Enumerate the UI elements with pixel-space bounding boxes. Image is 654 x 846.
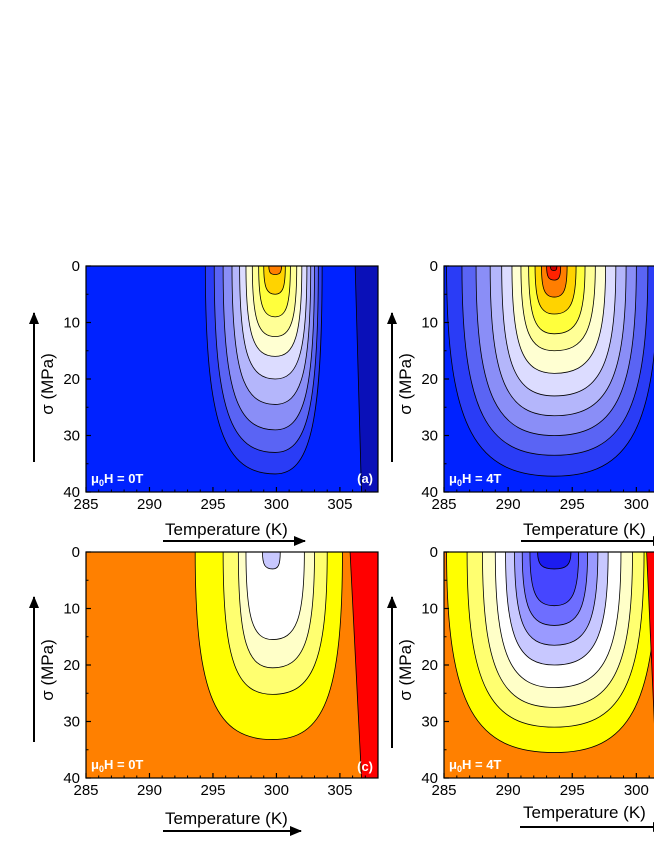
contour-region-10 xyxy=(546,266,562,281)
contour-region-3 xyxy=(245,552,305,640)
x-axis: 285 290 295 300 305 xyxy=(73,773,366,799)
field-label: μ0H = 0T xyxy=(91,757,143,774)
panel-a: 285 290 295 300 305 0 10 20 30 40 Temperature (K… xyxy=(29,258,379,546)
y-tick-label: 10 xyxy=(63,315,80,332)
y-tick-label: 40 xyxy=(421,484,438,501)
y-axis: 0 10 20 30 40 xyxy=(421,544,449,787)
contour-region-11 xyxy=(550,266,558,271)
side-band-0 xyxy=(349,552,378,778)
x-tick-label: 295 xyxy=(200,496,225,513)
x-tick-label: 290 xyxy=(137,782,162,799)
x-axis-label: Temperature (K) xyxy=(165,809,288,828)
panel-c: 285 290 295 300 305 0 10 20 30 40 Temperature (K… xyxy=(29,544,379,836)
y-tick-label: 10 xyxy=(63,601,80,618)
x-axis: 285 290 295 300 xyxy=(431,487,650,513)
x-tick-label: 305 xyxy=(327,496,352,513)
y-tick-label: 0 xyxy=(72,544,80,561)
y-tick-label: 10 xyxy=(421,315,438,332)
x-tick-label: 285 xyxy=(431,496,456,513)
y-tick-label: 20 xyxy=(421,657,438,674)
x-tick-label: 295 xyxy=(560,496,585,513)
y-tick-label: 0 xyxy=(72,258,80,275)
field-label: μ0H = 0T xyxy=(91,471,143,488)
x-tick-label: 295 xyxy=(200,782,225,799)
y-tick-label: 40 xyxy=(63,484,80,501)
panel-label: (a) xyxy=(357,471,373,486)
contour-layer xyxy=(194,552,378,778)
y-axis-label: σ (MPa) xyxy=(38,639,57,701)
field-label: μ0H = 4T xyxy=(449,757,501,774)
x-tick-label: 300 xyxy=(624,782,649,799)
x-axis-label: Temperature (K) xyxy=(165,520,288,539)
x-tick-label: 290 xyxy=(496,496,521,513)
side-band-0 xyxy=(354,266,378,492)
panel-b: 285 290 295 300 0 10 20 30 40 Temperature (K) σ… xyxy=(387,258,654,546)
y-tick-label: 30 xyxy=(63,428,80,445)
x-tick-label: 300 xyxy=(624,496,649,513)
y-tick-label: 20 xyxy=(63,657,80,674)
contour-region-4 xyxy=(262,552,281,570)
x-tick-label: 300 xyxy=(264,782,289,799)
y-axis: 0 10 20 30 40 xyxy=(63,258,91,501)
y-tick-label: 30 xyxy=(421,714,438,731)
y-tick-label: 20 xyxy=(63,371,80,388)
contour-layer xyxy=(204,266,378,492)
x-tick-label: 295 xyxy=(560,782,585,799)
y-axis-label: σ (MPa) xyxy=(396,353,415,415)
y-axis: 0 10 20 30 40 xyxy=(63,544,91,787)
y-tick-label: 30 xyxy=(421,428,438,445)
y-axis: 0 10 20 30 40 xyxy=(421,258,449,501)
x-axis: 285 290 295 300 305 xyxy=(73,487,366,513)
panel-label: (c) xyxy=(357,759,373,774)
y-axis-label: σ (MPa) xyxy=(396,639,415,701)
contour-layer xyxy=(446,552,654,753)
x-tick-label: 290 xyxy=(137,496,162,513)
y-tick-label: 40 xyxy=(421,770,438,787)
y-tick-label: 10 xyxy=(421,601,438,618)
panel-d: 285 290 295 300 0 10 20 30 40 Temperature (K) σ… xyxy=(387,544,654,832)
x-tick-label: 285 xyxy=(73,782,98,799)
side-band-0 xyxy=(646,552,654,724)
x-axis: 285 290 295 300 xyxy=(431,773,650,799)
x-axis-label: Temperature (K) xyxy=(523,520,646,539)
y-tick-label: 40 xyxy=(63,770,80,787)
contour-region-8 xyxy=(537,552,572,570)
y-tick-label: 20 xyxy=(421,371,438,388)
x-tick-label: 285 xyxy=(73,496,98,513)
y-tick-label: 0 xyxy=(430,544,438,561)
x-axis-label: Temperature (K) xyxy=(523,803,646,822)
y-tick-label: 30 xyxy=(63,714,80,731)
x-tick-label: 285 xyxy=(431,782,456,799)
contour-region-9 xyxy=(268,266,282,275)
x-tick-label: 290 xyxy=(496,782,521,799)
contour-layer xyxy=(446,266,654,477)
x-tick-label: 300 xyxy=(264,496,289,513)
y-axis-label: σ (MPa) xyxy=(38,353,57,415)
y-tick-label: 0 xyxy=(430,258,438,275)
field-label: μ0H = 4T xyxy=(449,471,501,488)
x-tick-label: 305 xyxy=(327,782,352,799)
